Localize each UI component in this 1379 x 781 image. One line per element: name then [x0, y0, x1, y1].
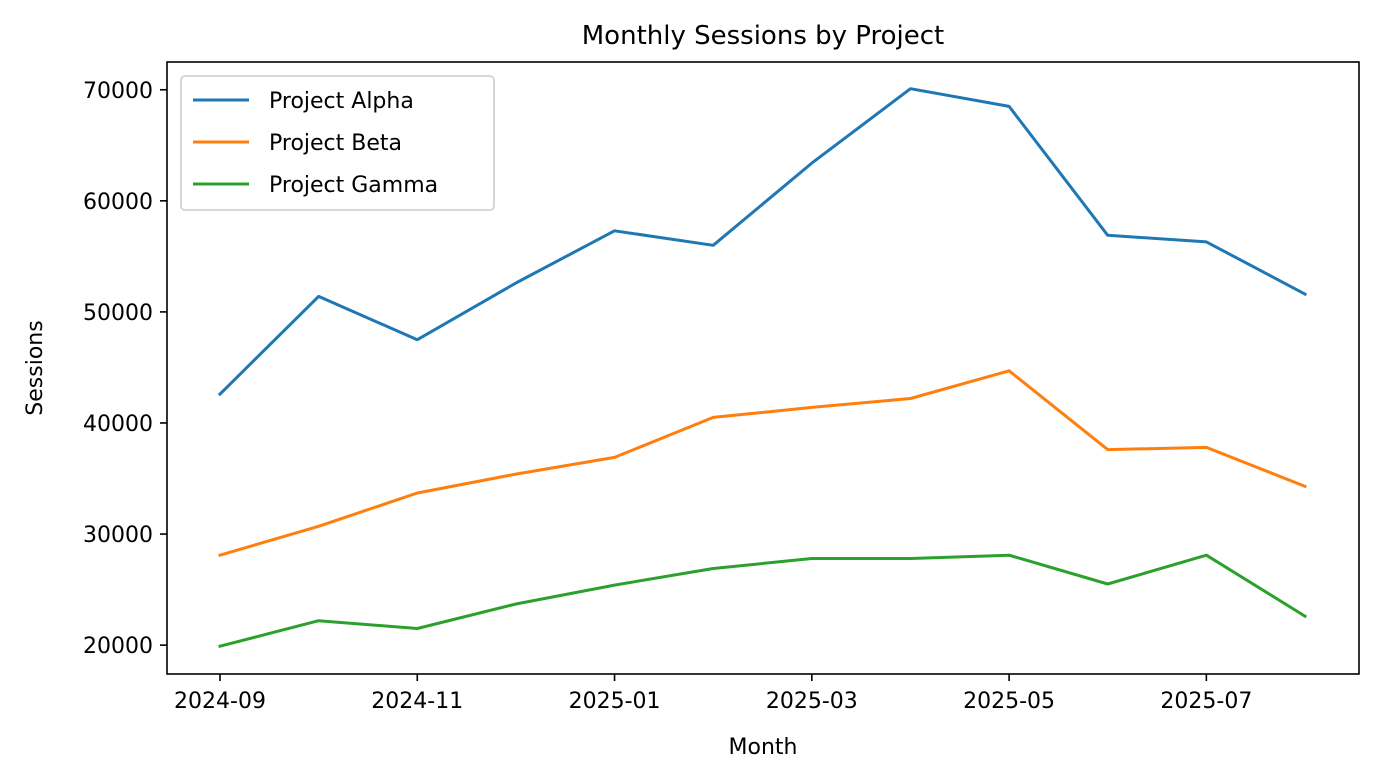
plot-frame: [166, 61, 1360, 675]
legend: Project Alpha Project Beta Project Gamma: [180, 75, 495, 211]
x-tick-label: 2025-01: [569, 689, 661, 714]
x-axis-title: Month: [729, 735, 798, 760]
series-line-2: [218, 553, 1308, 649]
x-tick-label: 2025-05: [963, 689, 1055, 714]
series-lines: [217, 87, 1308, 649]
series-line-1: [218, 369, 1307, 558]
x-tick-label: 2024-09: [174, 689, 266, 714]
y-tick-label: 20000: [83, 634, 153, 659]
y-tick-label: 60000: [83, 190, 153, 215]
x-tick-label: 2025-07: [1160, 689, 1252, 714]
y-tick-label: 40000: [83, 412, 153, 437]
y-axis-title: Sessions: [23, 320, 48, 415]
y-axis: 20000 30000 40000 50000 60000 70000: [83, 79, 167, 659]
x-tick-label: 2024-11: [371, 689, 463, 714]
chart-title: Monthly Sessions by Project: [582, 21, 945, 51]
y-tick-label: 50000: [83, 301, 153, 326]
legend-label-0: Project Alpha: [269, 89, 414, 114]
x-tick-label: 2025-03: [766, 689, 858, 714]
series-line-0: [217, 87, 1308, 397]
legend-label-1: Project Beta: [269, 131, 402, 156]
legend-label-2: Project Gamma: [269, 173, 438, 198]
x-axis: 2024-09 2024-11 2025-01 2025-03 2025-05 2025-…: [174, 674, 1252, 714]
y-tick-label: 70000: [83, 79, 153, 104]
legend-box: [180, 75, 495, 211]
y-tick-label: 30000: [83, 523, 153, 548]
